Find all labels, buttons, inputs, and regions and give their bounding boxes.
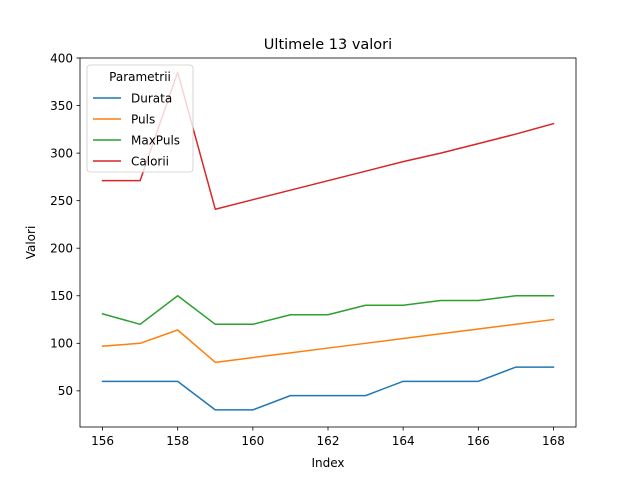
legend-entry-calorii: Calorii <box>131 154 169 168</box>
y-tick-label: 50 <box>58 384 73 398</box>
legend-box <box>86 64 194 173</box>
y-tick-label: 400 <box>50 51 73 65</box>
y-tick-label: 200 <box>50 242 73 256</box>
y-axis: 50 100 150 200 250 300 350 400 <box>50 51 80 398</box>
legend-entry-maxpuls: MaxPuls <box>131 133 180 147</box>
y-tick-label: 250 <box>50 194 73 208</box>
legend-title: Parametrii <box>109 70 171 84</box>
series-line-puls <box>101 318 555 364</box>
y-tick-label: 100 <box>50 337 73 351</box>
x-tick-label: 162 <box>317 434 340 448</box>
series-line-maxpuls <box>101 295 555 326</box>
series-line-durata <box>101 366 555 411</box>
x-tick-label: 156 <box>91 434 114 448</box>
x-axis-label: Index <box>311 456 344 470</box>
y-tick-label: 300 <box>50 146 73 160</box>
legend-entry-puls: Puls <box>131 112 155 126</box>
x-axis: 156 158 160 162 164 166 168 <box>91 427 565 448</box>
y-tick-label: 150 <box>50 289 73 303</box>
legend-entry-durata: Durata <box>131 91 172 105</box>
y-axis-label: Valori <box>24 226 38 260</box>
legend: Parametrii Durata Puls MaxPuls Calorii <box>86 64 194 173</box>
chart-title: Ultimele 13 valori <box>264 37 392 53</box>
x-tick-label: 168 <box>542 434 565 448</box>
legend-items: Durata Puls MaxPuls Calorii <box>93 91 180 168</box>
x-tick-label: 164 <box>392 434 415 448</box>
x-tick-label: 166 <box>467 434 490 448</box>
y-tick-label: 350 <box>50 99 73 113</box>
x-tick-label: 158 <box>166 434 189 448</box>
x-tick-label: 160 <box>241 434 264 448</box>
